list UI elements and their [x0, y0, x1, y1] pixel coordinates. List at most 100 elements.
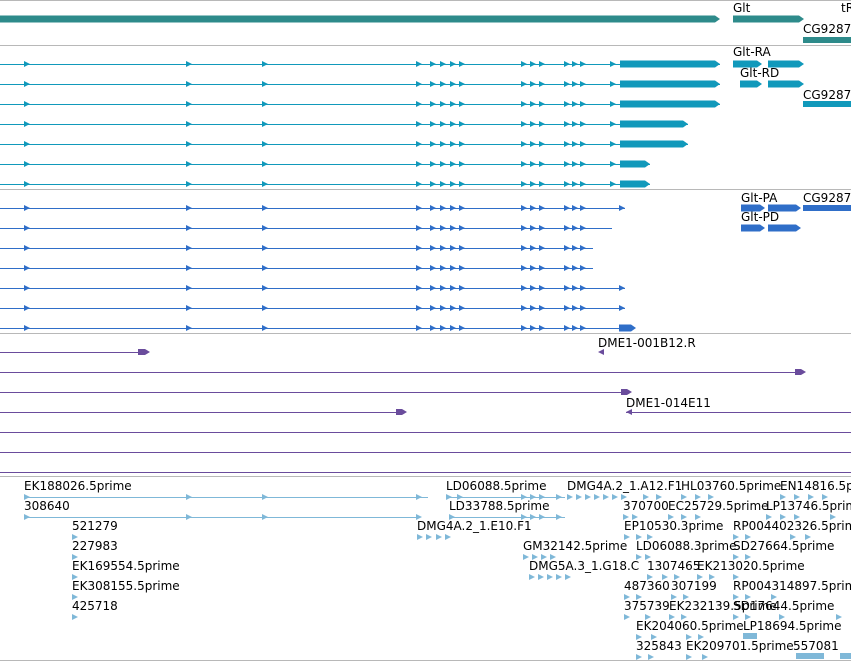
- est-label[interactable]: EN14816.5prime: [780, 479, 851, 493]
- exon-arrow: [416, 121, 422, 127]
- transcript-utr[interactable]: [620, 140, 688, 148]
- est-label[interactable]: 425718: [72, 599, 118, 613]
- clone-end[interactable]: [396, 409, 407, 415]
- clone-label-dme1-014e11[interactable]: DME1-014E11: [626, 396, 711, 410]
- est-arrow: [72, 554, 78, 560]
- est-label[interactable]: EK204060.5prime: [636, 619, 744, 633]
- gene-feature-glt[interactable]: [0, 15, 720, 23]
- exon-arrow: [186, 205, 192, 211]
- cds-block[interactable]: [619, 324, 636, 332]
- gene-label-glt[interactable]: Glt: [733, 1, 751, 15]
- est-label[interactable]: LD06088.3prime: [636, 539, 737, 553]
- gene-feature-cg9287[interactable]: [803, 37, 851, 43]
- est-label[interactable]: DMG4A.2_1.E10.F1: [417, 519, 532, 533]
- transcript-utr[interactable]: [620, 180, 650, 188]
- est-label[interactable]: LD06088.5prime: [446, 479, 547, 493]
- est-label[interactable]: GM32142.5prime: [523, 539, 628, 553]
- est-arrow: [72, 614, 78, 620]
- exon-arrow: [459, 161, 465, 167]
- est-block[interactable]: [840, 653, 851, 659]
- est-label[interactable]: 307199: [671, 579, 717, 593]
- exon-arrow: [186, 141, 192, 147]
- est-label[interactable]: SD17644.5prime: [733, 599, 835, 613]
- cds-feature-glt-pa[interactable]: [768, 204, 801, 212]
- exon-arrow: [430, 265, 436, 271]
- est-label[interactable]: 375739: [624, 599, 670, 613]
- est-label[interactable]: RP004402326.5prime: [733, 519, 851, 533]
- cds-feature-glt-pa[interactable]: [741, 204, 765, 212]
- mrna-feature-glt-rd[interactable]: [740, 80, 762, 88]
- exon-arrow: [450, 205, 456, 211]
- exon-arrow: [572, 205, 578, 211]
- transcript-utr[interactable]: [620, 160, 650, 168]
- transcript-utr[interactable]: [620, 80, 720, 88]
- est-label[interactable]: 1307465: [647, 559, 701, 573]
- clone-end[interactable]: [621, 389, 632, 395]
- est-label[interactable]: 487360: [624, 579, 670, 593]
- est-label[interactable]: EK169554.5prime: [72, 559, 180, 573]
- est-label[interactable]: LD33788.5prime: [449, 499, 550, 513]
- exon-arrow: [572, 121, 578, 127]
- clone-end[interactable]: [138, 349, 150, 355]
- est-arrow: [556, 514, 562, 520]
- gene-label-tr[interactable]: tR: [841, 1, 851, 15]
- est-label[interactable]: 370700: [623, 499, 669, 513]
- est-label[interactable]: EK213020.5prime: [697, 559, 805, 573]
- est-label[interactable]: SD27664.5prime: [733, 539, 835, 553]
- mrna-label-glt-ra[interactable]: Glt-RA: [733, 45, 771, 59]
- gene-feature-glt-right[interactable]: [733, 15, 804, 23]
- est-arrow: [603, 494, 609, 500]
- exon-arrow: [450, 265, 456, 271]
- est-label[interactable]: 557081: [793, 639, 839, 653]
- est-label[interactable]: EP10530.3prime: [624, 519, 724, 533]
- cds-label-glt-pd[interactable]: Glt-PD: [741, 210, 780, 224]
- est-label[interactable]: DMG5A.3_1.G18.C: [529, 559, 640, 573]
- mrna-feature-glt-ra[interactable]: [768, 60, 804, 68]
- cds-label-glt-pa[interactable]: Glt-PA: [741, 191, 778, 205]
- est-label[interactable]: RP004314897.5prime: [733, 579, 851, 593]
- est-label[interactable]: HL03760.5prime: [681, 479, 782, 493]
- est-arrow: [779, 614, 785, 620]
- est-arrow: [733, 574, 739, 580]
- exon-arrow: [24, 61, 30, 67]
- est-label[interactable]: DMG4A.2_1.A12.F1: [567, 479, 683, 493]
- est-label[interactable]: LP13746.5prime: [766, 499, 851, 513]
- mrna-feature-glt-rd[interactable]: [768, 80, 804, 88]
- est-label[interactable]: EK209701.5prime: [686, 639, 794, 653]
- est-label[interactable]: EC25729.5prime: [668, 499, 769, 513]
- mrna-label-cg9287[interactable]: CG9287: [803, 88, 851, 102]
- est-label[interactable]: 227983: [72, 539, 118, 553]
- est-label[interactable]: 308640: [24, 499, 70, 513]
- est-block[interactable]: [796, 653, 824, 659]
- est-arrow: [790, 534, 796, 540]
- est-label[interactable]: 325843: [636, 639, 682, 653]
- gene-label-cg9287[interactable]: CG9287: [803, 22, 851, 36]
- cds-feature-glt-pd[interactable]: [768, 224, 801, 232]
- mrna-label-glt-rd[interactable]: Glt-RD: [740, 66, 780, 80]
- exon-arrow: [610, 181, 616, 187]
- mrna-feature-glt-ra[interactable]: [733, 60, 762, 68]
- exon-arrow: [580, 305, 586, 311]
- exon-arrow: [580, 101, 586, 107]
- exon-arrow: [572, 61, 578, 67]
- cds-label-cg9287[interactable]: CG9287: [803, 191, 851, 205]
- est-arrow: [645, 614, 651, 620]
- clone-label-dme1-001b12r[interactable]: DME1-001B12.R: [598, 336, 696, 350]
- transcript-utr[interactable]: [620, 60, 720, 68]
- transcript-utr[interactable]: [620, 100, 720, 108]
- exon-arrow: [440, 121, 446, 127]
- est-label[interactable]: EK308155.5prime: [72, 579, 180, 593]
- cds-feature-glt-pd[interactable]: [741, 224, 765, 232]
- est-label[interactable]: LP18694.5prime: [743, 619, 842, 633]
- est-block[interactable]: [743, 633, 757, 639]
- exon-arrow: [24, 305, 30, 311]
- transcript-utr[interactable]: [620, 120, 688, 128]
- est-arrow: [72, 574, 78, 580]
- exon-arrow: [416, 205, 422, 211]
- cds-feature-cg9287[interactable]: [803, 205, 851, 211]
- exon-arrow: [539, 265, 545, 271]
- est-label[interactable]: 521279: [72, 519, 118, 533]
- est-label[interactable]: EK188026.5prime: [24, 479, 132, 493]
- clone-end[interactable]: [795, 369, 806, 375]
- est-label[interactable]: EK232139.5prime: [669, 599, 777, 613]
